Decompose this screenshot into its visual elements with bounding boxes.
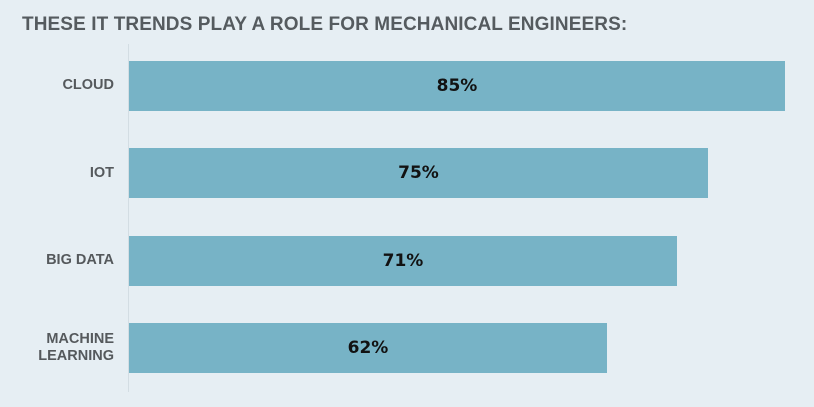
bar-row: MACHINE LEARNING 62%	[0, 322, 814, 373]
bar: 62%	[129, 322, 607, 373]
bar-value-label: 71%	[382, 250, 424, 271]
bar-row: IOT 75%	[0, 148, 814, 199]
bar: 85%	[129, 61, 785, 111]
bar: 71%	[129, 235, 677, 286]
bar-value-label: 62%	[347, 337, 389, 358]
bar: 75%	[129, 148, 708, 199]
category-label: MACHINE LEARNING	[38, 330, 114, 364]
bar-row: BIG DATA 71%	[0, 235, 814, 286]
bar-value-label: 75%	[398, 163, 439, 184]
chart-title: THESE IT TRENDS PLAY A ROLE FOR MECHANIC…	[22, 14, 628, 35]
bar-row: CLOUD 85%	[0, 61, 814, 111]
category-axis-line	[128, 44, 129, 392]
category-label: IOT	[89, 164, 114, 181]
bar-value-label: 85%	[436, 76, 478, 96]
category-label: BIG DATA	[46, 251, 114, 268]
category-label: CLOUD	[62, 77, 114, 94]
